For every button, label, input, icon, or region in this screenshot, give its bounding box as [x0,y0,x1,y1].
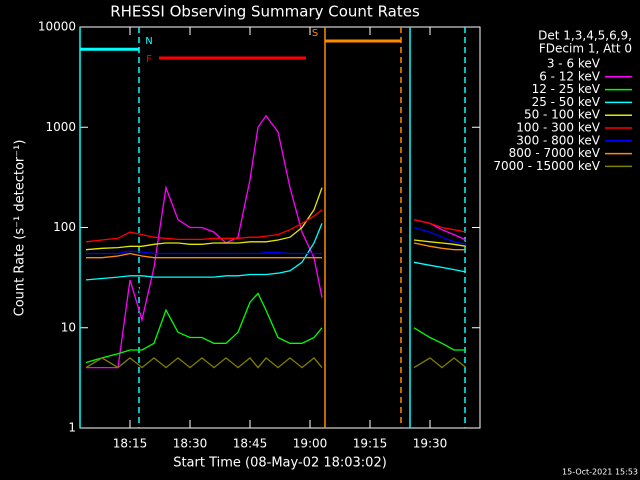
flag-label: F [146,54,152,65]
series-line [85,209,467,243]
series-line [85,356,467,369]
legend-label: 50 - 100 keV [524,108,601,122]
series-line [85,292,466,364]
x-tick-label: 18:15 [113,437,148,451]
y-tick-label: 100 [53,220,76,234]
legend-header: FDecim 1, Att 0 [539,42,632,56]
flag-label: N [145,36,152,47]
legend-label: 800 - 7000 keV [509,146,601,160]
legend-header: Det 1,3,4,5,6,9, [538,29,632,43]
x-tick-label: 18:30 [173,437,208,451]
series-line [86,226,467,255]
y-tick-label: 1 [68,421,76,435]
legend-label: 25 - 50 keV [532,95,601,109]
x-tick-label: 19:15 [353,437,388,451]
x-tick-label: 19:00 [293,437,328,451]
legend-label: 100 - 300 keV [516,121,600,135]
footer: 15-Oct-2021 15:53 [562,468,638,477]
y-tick-label: 1000 [45,120,76,134]
y-tick-label: 10000 [38,20,76,34]
series-line [86,242,466,259]
y-tick-label: 10 [61,320,76,334]
plot-frame [79,26,481,429]
series-line [85,223,467,281]
chart-title: RHESSI Observing Summary Count Rates [110,3,420,21]
legend-label: 7000 - 15000 keV [493,159,600,173]
legend-label: 3 - 6 keV [547,57,601,71]
y-axis-label: Count Rate (s⁻¹ detector⁻¹) [13,140,28,317]
x-tick-label: 19:30 [413,437,448,451]
legend-label: 6 - 12 keV [539,69,601,83]
x-tick-label: 18:45 [233,437,268,451]
legend-label: 12 - 25 keV [532,82,601,96]
legend-label: 300 - 800 keV [516,133,600,147]
flag-label: S [312,28,318,39]
series-line [85,187,467,251]
x-axis-label: Start Time (08-May-02 18:03:02) [173,456,387,471]
series-line [85,133,467,421]
